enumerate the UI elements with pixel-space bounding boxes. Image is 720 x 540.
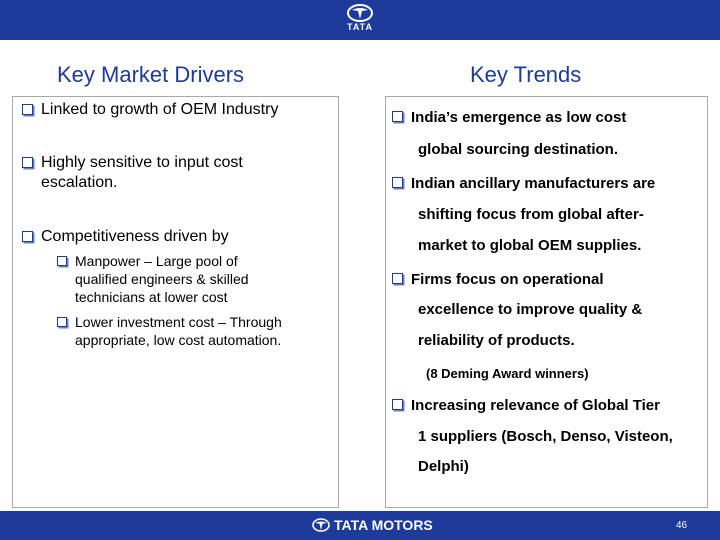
trend-bullet-tier1: Increasing relevance of Global Tier	[392, 396, 660, 416]
sub-bullet-text: Lower investment cost – Through appropri…	[75, 313, 282, 349]
trend-line: reliability of products.	[418, 332, 575, 349]
tata-logo: TATA	[340, 4, 380, 36]
checkbox-bullet-icon	[57, 256, 67, 266]
bullet-text: India’s emergence as low cost	[411, 109, 627, 126]
tata-motors-logo: TATA MOTORS	[312, 517, 433, 533]
trend-bullet-ancillary: Indian ancillary manufacturers are	[392, 174, 655, 194]
sub-bullet-line: appropriate, low cost automation.	[75, 332, 282, 348]
trends-panel	[385, 96, 708, 508]
bullet-text: Linked to growth of OEM Industry	[41, 101, 279, 118]
bullet-line: Highly sensitive to input cost	[41, 154, 243, 171]
checkbox-bullet-icon	[22, 104, 33, 115]
trend-line: shifting focus from global after-	[418, 206, 644, 223]
driver-bullet-competitiveness: Competitiveness driven by	[22, 227, 229, 247]
deming-note: (8 Deming Award winners)	[426, 366, 589, 381]
bullet-line: escalation.	[41, 174, 118, 191]
key-trends-title: Key Trends	[470, 62, 582, 87]
page-number: 46	[676, 520, 688, 531]
bullet-text: Competitiveness driven by	[41, 228, 229, 245]
driver-bullet-oem: Linked to growth of OEM Industry	[22, 100, 278, 120]
market-drivers-panel	[12, 96, 339, 508]
sub-bullet-text: Manpower – Large pool of qualified engin…	[75, 252, 249, 306]
bullet-text: Indian ancillary manufacturers are	[411, 175, 656, 192]
checkbox-bullet-icon	[22, 231, 33, 242]
sub-bullet-manpower: Manpower – Large pool of qualified engin…	[57, 252, 249, 306]
sub-bullet-investment: Lower investment cost – Through appropri…	[57, 313, 282, 349]
trend-line: global sourcing destination.	[418, 141, 619, 158]
trend-bullet-sourcing: India’s emergence as low cost	[392, 108, 626, 128]
driver-bullet-input-cost: Highly sensitive to input cost escalatio…	[22, 153, 243, 193]
tata-logo-icon	[347, 4, 373, 22]
trend-bullet-operational: Firms focus on operational	[392, 270, 604, 290]
footer-wordmark: TATA MOTORS	[334, 517, 433, 533]
trend-line: Delphi)	[418, 458, 469, 475]
trend-line: 1 suppliers (Bosch, Denso, Visteon,	[418, 428, 673, 445]
trend-line: market to global OEM supplies.	[418, 237, 642, 254]
bullet-text: Increasing relevance of Global Tier	[411, 397, 660, 414]
checkbox-bullet-icon	[57, 317, 67, 327]
bullet-text: Firms focus on operational	[411, 271, 604, 288]
trend-line: excellence to improve quality &	[418, 301, 643, 318]
checkbox-bullet-icon	[22, 157, 33, 168]
checkbox-bullet-icon	[392, 177, 403, 188]
sub-bullet-line: Lower investment cost – Through	[75, 314, 282, 330]
checkbox-bullet-icon	[392, 111, 403, 122]
sub-bullet-line: qualified engineers & skilled	[75, 271, 249, 287]
header-bar: TATA	[0, 0, 720, 40]
tata-logo-icon	[312, 518, 330, 532]
bullet-text: Highly sensitive to input cost escalatio…	[41, 153, 243, 193]
sub-bullet-line: technicians at lower cost	[75, 289, 228, 305]
checkbox-bullet-icon	[392, 273, 403, 284]
key-market-drivers-title: Key Market Drivers	[57, 62, 245, 87]
logo-wordmark: TATA	[347, 22, 373, 32]
sub-bullet-line: Manpower – Large pool of	[75, 253, 238, 269]
checkbox-bullet-icon	[392, 399, 403, 410]
footer-bar: TATA MOTORS 46	[0, 511, 720, 540]
